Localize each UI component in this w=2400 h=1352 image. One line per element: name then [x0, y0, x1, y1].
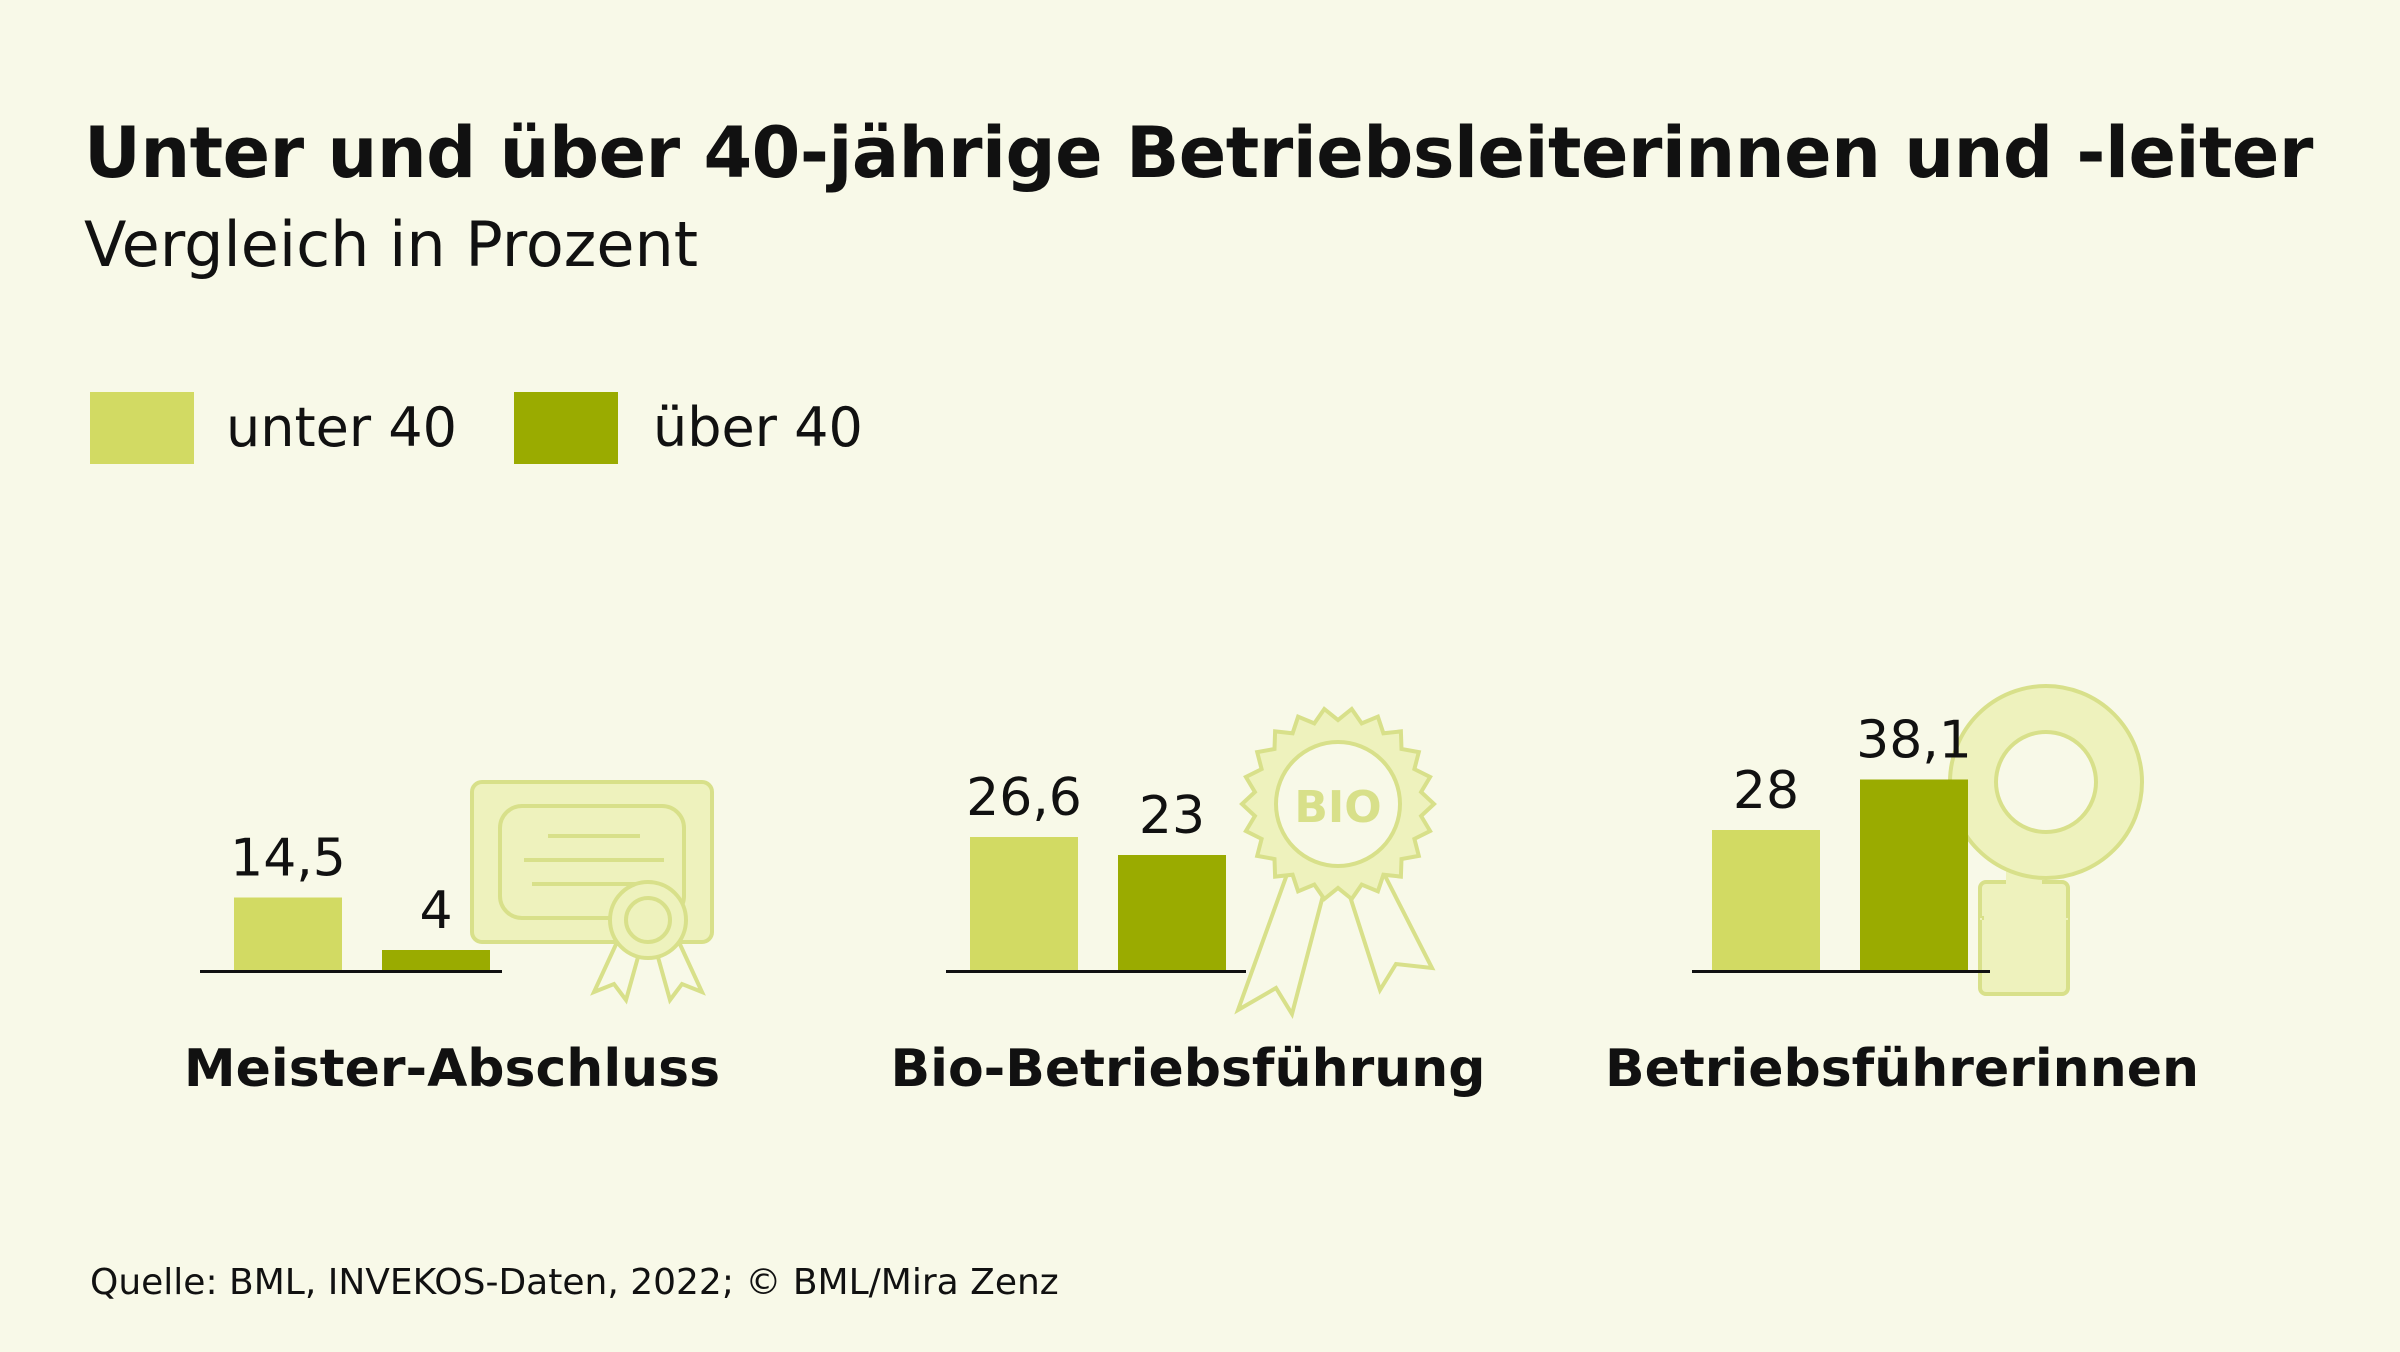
value-label-over-40-2: 38,1 — [1856, 711, 1972, 771]
category-label-1: Bio-Betriebsführung — [890, 1039, 1485, 1099]
value-label-under-40-0: 14,5 — [230, 829, 346, 889]
source-note: Quelle: BML, INVEKOS-Daten, 2022; © BML/… — [90, 1262, 1059, 1303]
value-labels-layer: 14,5 4 26,6 23 28 38,1 — [230, 711, 1972, 942]
legend-swatch-under-40 — [90, 392, 194, 464]
bar-over-40-0 — [382, 950, 490, 970]
category-label-2: Betriebsführerinnen — [1605, 1039, 2199, 1099]
bar-over-40-2 — [1860, 779, 1968, 970]
value-label-under-40-2: 28 — [1733, 761, 1799, 821]
bar-over-40-1 — [1118, 855, 1226, 970]
venus-icon — [1948, 684, 2144, 996]
bars-layer — [234, 779, 1968, 970]
bar-under-40-0 — [234, 897, 342, 970]
bar-under-40-2 — [1712, 830, 1820, 970]
bar-under-40-1 — [970, 837, 1078, 970]
legend-label-under-40: unter 40 — [226, 396, 457, 459]
category-label-0: Meister-Abschluss — [184, 1039, 720, 1099]
certificate-icon — [470, 780, 714, 1005]
legend-label-over-40: über 40 — [653, 396, 863, 459]
value-label-under-40-1: 26,6 — [966, 768, 1082, 828]
chart-subtitle: Vergleich in Prozent — [84, 208, 699, 281]
value-label-over-40-1: 23 — [1139, 786, 1205, 846]
bio-badge-text: BIO — [1294, 782, 1381, 833]
legend-swatch-over-40 — [514, 392, 618, 464]
category-labels-layer: Meister-Abschluss Bio-Betriebsführung Betr… — [184, 1039, 2199, 1099]
chart-title: Unter und über 40-jährige Betriebsleiter… — [84, 112, 2313, 194]
bio-rosette-icon: BIO — [1234, 706, 1437, 1020]
value-label-over-40-0: 4 — [419, 881, 452, 941]
